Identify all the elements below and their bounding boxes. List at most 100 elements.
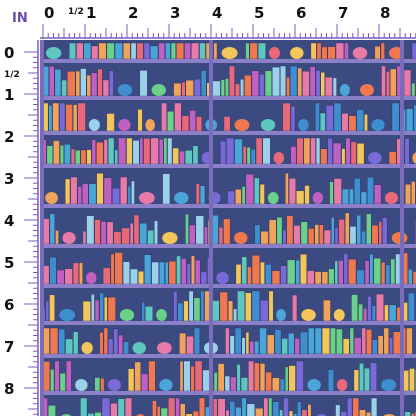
book xyxy=(82,230,87,245)
unit-label: IN xyxy=(12,11,28,26)
book xyxy=(229,335,235,355)
book xyxy=(349,327,354,355)
book xyxy=(307,404,312,416)
book xyxy=(137,109,143,132)
book xyxy=(268,290,274,322)
book xyxy=(395,253,401,285)
book xyxy=(73,331,79,355)
book xyxy=(139,137,144,165)
book xyxy=(59,373,66,392)
book xyxy=(163,137,168,165)
book xyxy=(59,102,66,132)
book xyxy=(167,397,176,416)
shelf-board xyxy=(40,244,416,248)
book xyxy=(264,70,272,97)
book xyxy=(341,148,346,165)
book xyxy=(150,137,159,165)
book xyxy=(259,363,266,392)
book xyxy=(268,397,273,416)
book xyxy=(335,42,345,60)
book xyxy=(361,327,366,355)
book xyxy=(262,137,271,165)
ornament xyxy=(301,309,316,321)
book xyxy=(167,111,175,132)
book xyxy=(86,215,95,245)
book xyxy=(181,258,187,285)
book xyxy=(158,139,164,165)
book xyxy=(117,398,125,416)
book xyxy=(406,327,413,355)
book xyxy=(254,341,260,355)
book xyxy=(224,78,229,97)
book xyxy=(199,185,206,205)
ornament xyxy=(307,379,321,391)
book xyxy=(332,142,342,165)
ornament xyxy=(159,379,173,391)
book xyxy=(348,259,357,285)
book xyxy=(372,339,378,355)
ornament xyxy=(62,232,76,244)
book xyxy=(293,225,301,245)
book xyxy=(385,71,390,97)
book xyxy=(321,327,330,355)
book xyxy=(234,327,242,355)
book xyxy=(248,360,254,392)
book xyxy=(64,178,71,205)
book xyxy=(109,70,114,97)
book xyxy=(361,230,366,245)
book xyxy=(378,221,382,245)
bookshelf-pattern xyxy=(40,40,416,416)
book xyxy=(303,137,311,165)
book xyxy=(315,70,321,97)
book xyxy=(65,360,72,392)
book xyxy=(176,42,185,60)
book xyxy=(381,65,386,97)
book xyxy=(370,362,377,392)
book xyxy=(229,401,236,416)
book xyxy=(338,260,344,285)
book xyxy=(245,331,250,355)
ornament xyxy=(85,272,97,284)
book xyxy=(345,137,351,165)
book xyxy=(259,183,265,205)
book xyxy=(75,149,81,165)
book xyxy=(410,413,415,416)
book xyxy=(47,405,56,416)
book xyxy=(147,229,154,245)
book xyxy=(320,72,325,97)
book xyxy=(352,397,359,416)
book xyxy=(59,145,64,165)
book xyxy=(235,189,242,205)
book xyxy=(260,261,265,285)
book xyxy=(325,77,333,97)
book xyxy=(103,327,108,355)
book xyxy=(106,221,114,245)
book xyxy=(404,411,411,416)
book xyxy=(100,221,107,245)
book xyxy=(393,331,401,355)
left-ruler-label: 7 xyxy=(4,338,14,356)
book xyxy=(70,148,75,165)
left-ruler-label: 2 xyxy=(4,128,14,146)
book xyxy=(292,294,298,322)
book xyxy=(290,146,297,165)
book xyxy=(80,149,87,165)
book xyxy=(192,410,199,416)
book xyxy=(407,292,415,322)
book xyxy=(250,148,256,165)
book xyxy=(64,144,71,165)
book xyxy=(300,253,307,285)
book xyxy=(67,71,76,97)
book xyxy=(77,102,86,132)
book xyxy=(122,42,131,60)
book xyxy=(133,214,140,245)
ornament xyxy=(139,192,155,204)
book xyxy=(213,42,218,60)
book xyxy=(48,104,53,132)
book xyxy=(383,327,389,355)
book xyxy=(260,231,269,245)
book xyxy=(186,263,191,285)
ornament xyxy=(75,379,88,391)
book xyxy=(364,260,370,285)
book xyxy=(286,259,296,285)
